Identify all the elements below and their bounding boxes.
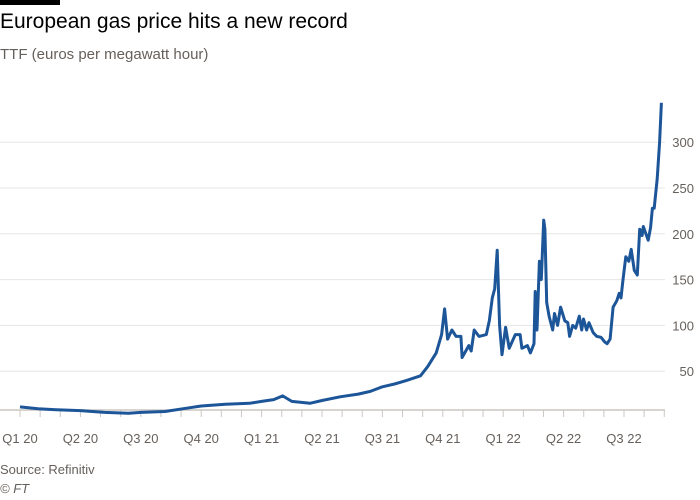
y-tick-label: 300	[672, 135, 694, 150]
x-tick-label: Q1 20	[2, 431, 37, 446]
x-tick-label: Q1 21	[244, 431, 279, 446]
ft-credit: © FT	[0, 481, 30, 496]
x-tick-label: Q1 22	[485, 431, 520, 446]
x-tick-label: Q4 20	[183, 431, 218, 446]
y-tick-label: 100	[672, 318, 694, 333]
x-tick-label: Q4 21	[425, 431, 460, 446]
x-tick-label: Q2 20	[63, 431, 98, 446]
ft-brand-bar	[0, 0, 60, 5]
chart-subtitle: TTF (euros per megawatt hour)	[0, 46, 209, 63]
chart-title: European gas price hits a new record	[0, 10, 348, 33]
x-tick-label: Q3 21	[365, 431, 400, 446]
x-tick-label: Q2 21	[304, 431, 339, 446]
y-tick-label: 150	[672, 273, 694, 288]
series-line-ttf	[19, 102, 663, 415]
y-tick-label: 250	[672, 181, 694, 196]
x-tick-label: Q2 22	[546, 431, 581, 446]
x-tick-label: Q3 20	[123, 431, 158, 446]
x-tick-label: Q3 22	[606, 431, 641, 446]
y-tick-label: 200	[672, 227, 694, 242]
source-note: Source: Refinitiv	[0, 462, 95, 477]
y-tick-label: 50	[680, 364, 694, 379]
